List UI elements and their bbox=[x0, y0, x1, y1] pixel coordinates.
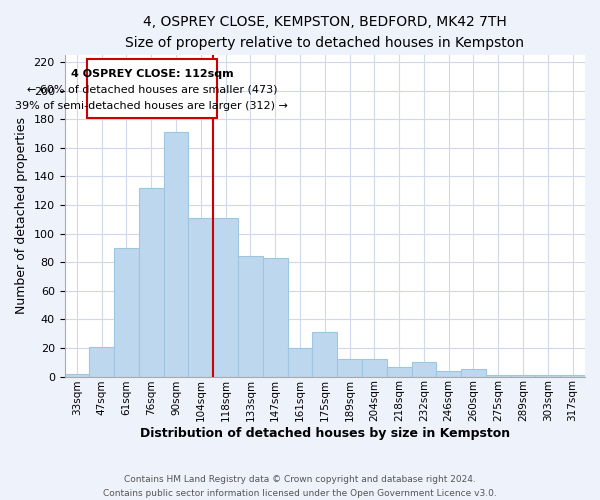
Bar bbox=[313, 332, 337, 376]
Text: 4 OSPREY CLOSE: 112sqm: 4 OSPREY CLOSE: 112sqm bbox=[71, 69, 233, 79]
FancyBboxPatch shape bbox=[87, 59, 217, 118]
Bar bbox=[139, 188, 164, 376]
Bar bbox=[65, 374, 89, 376]
X-axis label: Distribution of detached houses by size in Kempston: Distribution of detached houses by size … bbox=[140, 427, 510, 440]
Bar bbox=[560, 375, 585, 376]
Bar bbox=[337, 360, 362, 376]
Bar bbox=[188, 218, 213, 376]
Bar bbox=[114, 248, 139, 376]
Text: 39% of semi-detached houses are larger (312) →: 39% of semi-detached houses are larger (… bbox=[16, 100, 289, 110]
Bar bbox=[387, 366, 412, 376]
Text: ← 60% of detached houses are smaller (473): ← 60% of detached houses are smaller (47… bbox=[26, 85, 277, 95]
Bar bbox=[535, 375, 560, 376]
Bar bbox=[164, 132, 188, 376]
Bar bbox=[461, 370, 486, 376]
Title: 4, OSPREY CLOSE, KEMPSTON, BEDFORD, MK42 7TH
Size of property relative to detach: 4, OSPREY CLOSE, KEMPSTON, BEDFORD, MK42… bbox=[125, 15, 524, 50]
Text: Contains HM Land Registry data © Crown copyright and database right 2024.
Contai: Contains HM Land Registry data © Crown c… bbox=[103, 474, 497, 498]
Bar bbox=[213, 218, 238, 376]
Y-axis label: Number of detached properties: Number of detached properties bbox=[15, 117, 28, 314]
Bar bbox=[287, 348, 313, 376]
Bar bbox=[89, 346, 114, 376]
Bar bbox=[486, 375, 511, 376]
Bar bbox=[511, 375, 535, 376]
Bar bbox=[436, 371, 461, 376]
Bar bbox=[412, 362, 436, 376]
Bar bbox=[238, 256, 263, 376]
Bar bbox=[362, 360, 387, 376]
Bar bbox=[263, 258, 287, 376]
